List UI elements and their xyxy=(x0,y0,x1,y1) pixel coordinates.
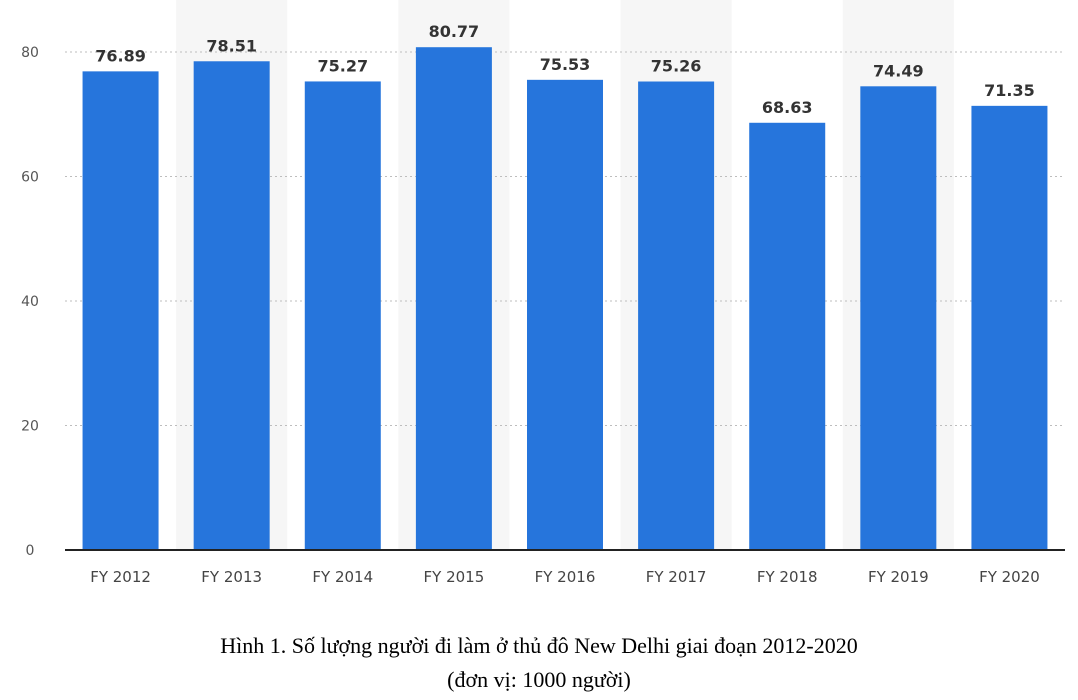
value-labels: 76.89 78.51 75.27 80.77 75.53 75.26 68.63 74.49… xyxy=(95,22,1034,117)
bar xyxy=(749,122,826,550)
x-tick-label: FY 2015 xyxy=(424,568,485,586)
bar xyxy=(527,79,603,551)
data-label: 68.63 xyxy=(762,98,813,117)
bar xyxy=(860,86,937,551)
data-label: 75.26 xyxy=(651,57,702,76)
y-tick-label: 40 xyxy=(21,294,39,310)
x-tick-label: FY 2020 xyxy=(979,568,1040,586)
data-label: 71.35 xyxy=(984,81,1035,100)
bar xyxy=(82,71,159,551)
bar xyxy=(193,61,270,551)
figure-caption: Hình 1. Số lượng người đi làm ở thủ đô N… xyxy=(220,633,858,658)
y-axis-ticks: 0 20 40 60 80 xyxy=(21,45,39,559)
figure-caption-unit: (đơn vị: 1000 người) xyxy=(447,667,631,692)
y-tick-label: 20 xyxy=(21,419,39,435)
x-tick-label: FY 2017 xyxy=(646,568,707,586)
x-tick-label: FY 2013 xyxy=(201,568,262,586)
bar-chart: 0 20 40 60 80 76.89 78.51 75.27 80.77 75.53 75.26… xyxy=(21,22,1065,586)
x-tick-label: FY 2019 xyxy=(868,568,929,586)
bar xyxy=(415,47,492,550)
data-label: 78.51 xyxy=(206,36,257,55)
x-axis-labels: FY 2012 FY 2013 FY 2014 FY 2015 FY 2016 FY 20… xyxy=(90,568,1040,586)
y-tick-label: 80 xyxy=(21,45,39,61)
x-tick-label: FY 2018 xyxy=(757,568,818,586)
bar xyxy=(638,81,715,550)
x-tick-label: FY 2012 xyxy=(90,568,151,586)
x-tick-label: FY 2016 xyxy=(535,568,596,586)
data-label: 75.53 xyxy=(540,55,591,74)
x-tick-label: FY 2014 xyxy=(312,568,373,586)
data-label: 80.77 xyxy=(429,22,480,41)
bar xyxy=(971,105,1048,550)
y-tick-label: 0 xyxy=(26,543,35,559)
y-tick-label: 60 xyxy=(21,170,39,186)
data-label: 76.89 xyxy=(95,46,146,65)
bars xyxy=(82,47,1048,551)
data-label: 74.49 xyxy=(873,61,924,80)
data-label: 75.27 xyxy=(317,56,368,75)
bar xyxy=(304,81,381,551)
